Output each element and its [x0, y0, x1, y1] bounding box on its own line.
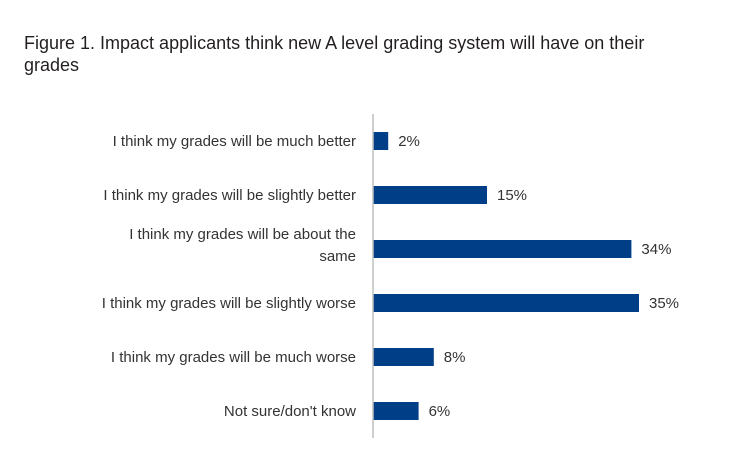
bars-group — [373, 132, 639, 420]
category-label-2: I think my grades will be about the same — [129, 226, 356, 265]
bar-1 — [373, 186, 487, 204]
category-label-3: I think my grades will be slightly worse — [102, 295, 356, 312]
value-label-0: 2% — [398, 133, 420, 150]
value-label-3: 35% — [649, 295, 679, 312]
category-label-4: I think my grades will be much worse — [111, 349, 356, 366]
value-label-1: 15% — [497, 187, 527, 204]
category-label-1: I think my grades will be slightly bette… — [103, 187, 356, 204]
bar-0 — [373, 132, 389, 150]
value-label-4: 8% — [444, 349, 466, 366]
category-label-5: Not sure/don't know — [224, 403, 356, 420]
bar-4 — [373, 348, 434, 366]
category-label-0: I think my grades will be much better — [113, 133, 356, 150]
category-labels-group: I think my grades will be much better I t… — [102, 133, 356, 420]
bar-3 — [373, 294, 639, 312]
value-label-5: 6% — [429, 403, 451, 420]
value-labels-group: 2% 15% 34% 35% 8% 6% — [398, 133, 679, 420]
chart-title: Figure 1. Impact applicants think new A … — [24, 33, 645, 75]
bar-5 — [373, 402, 419, 420]
value-label-2: 34% — [641, 241, 671, 258]
bar-2 — [373, 240, 632, 258]
